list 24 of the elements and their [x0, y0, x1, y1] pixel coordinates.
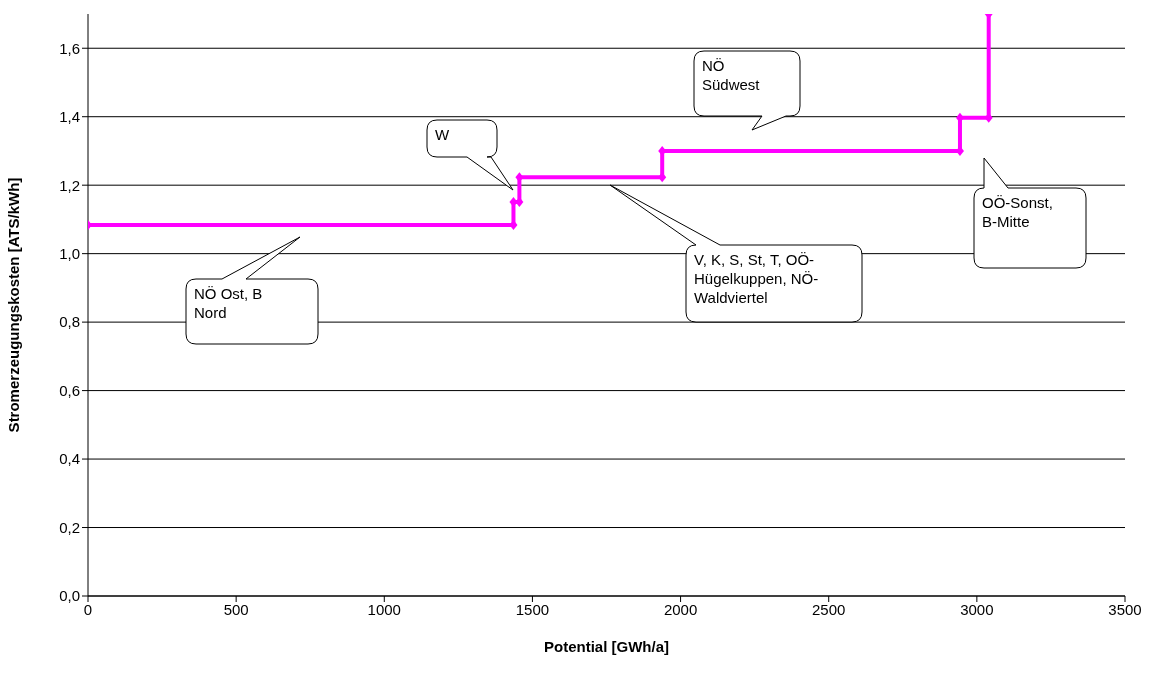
y-tick-label: 1,4 — [59, 108, 80, 126]
annotation: NÖ Südwest — [702, 57, 761, 93]
x-tick-label: 1500 — [515, 600, 550, 618]
y-tick-label: 1,6 — [59, 39, 80, 57]
y-tick-label: 1,0 — [59, 244, 80, 262]
y-tick-label: 0,6 — [59, 381, 80, 399]
y-tick-label: 1,2 — [59, 176, 80, 194]
y-axis-title: Stromerzeugungskosten [ATS/kWh] — [5, 177, 23, 433]
x-tick-label: 3500 — [1108, 600, 1142, 618]
annotation: OÖ-Sonst, B-Mitte — [982, 194, 1053, 230]
y-tick-label: 0,4 — [59, 450, 80, 468]
annotation: W — [435, 126, 450, 143]
x-axis-title: Potential [GWh/a] — [544, 638, 669, 655]
y-tick-label: 0,0 — [59, 587, 80, 605]
y-tick-label: 0,2 — [59, 518, 80, 536]
x-tick-label: 0 — [83, 600, 93, 618]
annotation: NÖ Ost, B Nord — [194, 285, 263, 321]
x-tick-label: 2500 — [812, 600, 846, 618]
x-tick-label: 500 — [223, 600, 249, 618]
x-tick-label: 1000 — [367, 600, 401, 618]
y-tick-label: 0,8 — [59, 313, 80, 331]
x-tick-label: 3000 — [960, 600, 994, 618]
x-tick-label: 2000 — [663, 600, 698, 618]
annotation: V, K, S, St, T, OÖ-Hügelkuppen, NÖ-Waldviertel — [694, 251, 819, 306]
